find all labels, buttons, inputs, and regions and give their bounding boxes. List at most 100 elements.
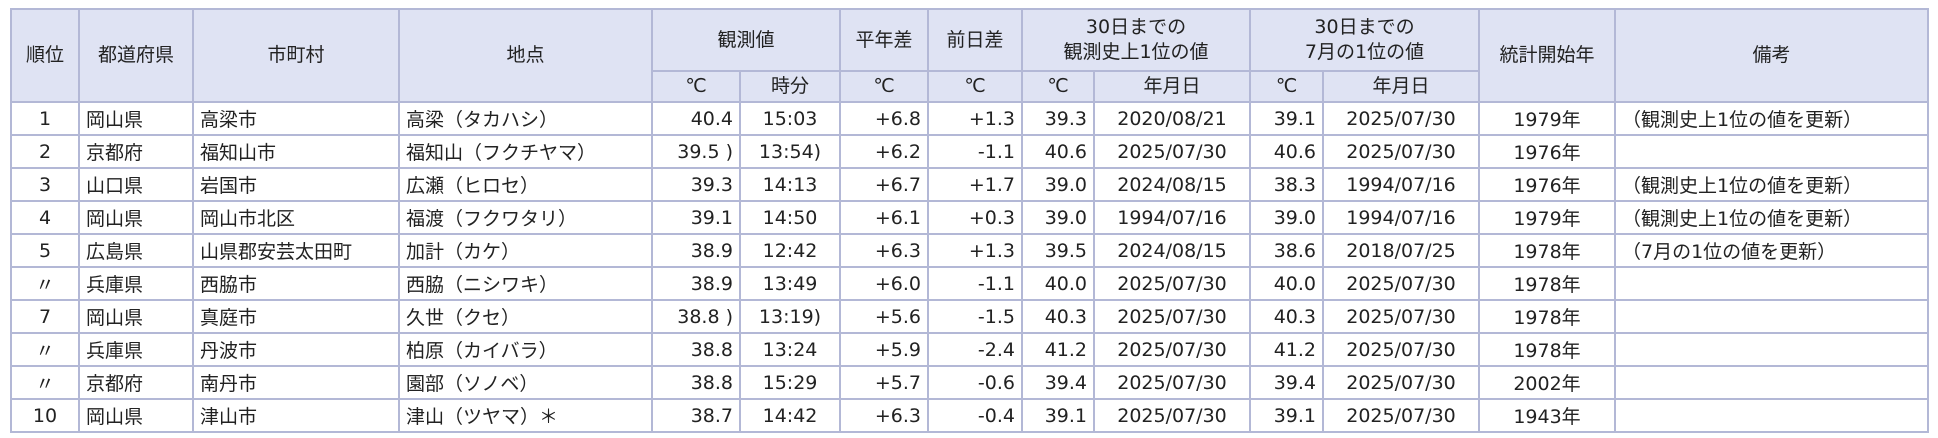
- table-cell: 西脇市: [192, 266, 400, 301]
- table-cell: 38.9: [651, 266, 741, 301]
- table-cell: 39.4: [1249, 365, 1324, 400]
- table-cell: 2025/07/30: [1322, 332, 1480, 367]
- table-cell: 39.3: [651, 167, 741, 202]
- table-cell: 高梁（タカハシ）: [398, 101, 653, 136]
- table-cell: 39.1: [1249, 101, 1324, 136]
- table-cell: 40.6: [1249, 134, 1324, 169]
- table-cell: +5.6: [839, 299, 929, 334]
- table-cell: 津山（ツヤマ）＊: [398, 398, 653, 433]
- table-row: 1 岡山県 高梁市 高梁（タカハシ） 40.4 15:03 +6.8 +1.3 39.3 2020…: [10, 101, 1929, 136]
- table-cell: 園部（ソノベ）: [398, 365, 653, 400]
- table-cell: （7月の1位の値を更新）: [1614, 233, 1929, 268]
- table-cell: 4: [10, 200, 80, 235]
- table-cell: 岩国市: [192, 167, 400, 202]
- subheader-cell: ℃: [927, 70, 1023, 103]
- table-row: 〃兵庫県 西脇市 西脇（ニシワキ） 38.9 13:49 +6.0 -1.1 40.0 2025…: [10, 266, 1929, 301]
- table-cell: 15:29: [739, 365, 841, 400]
- table-cell: 2020/08/21: [1093, 101, 1251, 136]
- table-cell: 1976年: [1478, 134, 1616, 169]
- table-cell: 2025/07/30: [1322, 134, 1480, 169]
- table-cell: 1994/07/16: [1322, 200, 1480, 235]
- table-cell: 14:50: [739, 200, 841, 235]
- table-row: 2 京都府 福知山市 福知山（フクチヤマ） 39.5 ) 13:54) +6.2 -1.1 40…: [10, 134, 1929, 169]
- header-cell: 前日差: [927, 8, 1023, 72]
- table-cell: +0.3: [927, 200, 1023, 235]
- table-cell: -0.4: [927, 398, 1023, 433]
- table-cell: 41.2: [1249, 332, 1324, 367]
- table-cell: 真庭市: [192, 299, 400, 334]
- header-cell: 備考: [1614, 8, 1929, 103]
- table-cell: 13:24: [739, 332, 841, 367]
- table-cell: 41.2: [1021, 332, 1095, 367]
- table-cell: 〃: [10, 365, 80, 400]
- table-cell: [1614, 398, 1929, 433]
- table-cell: +1.3: [927, 101, 1023, 136]
- header-cell: 統計開始年: [1478, 8, 1616, 103]
- table-cell: 1976年: [1478, 167, 1616, 202]
- table-cell: 2025/07/30: [1322, 398, 1480, 433]
- table-cell: 岡山県: [78, 200, 194, 235]
- table-cell: 39.1: [1249, 398, 1324, 433]
- table-cell: -2.4: [927, 332, 1023, 367]
- table-cell: 京都府: [78, 134, 194, 169]
- table-cell: 39.4: [1021, 365, 1095, 400]
- table-cell: 1979年: [1478, 101, 1616, 136]
- header-cell: 観測値: [651, 8, 841, 72]
- table-cell: 京都府: [78, 365, 194, 400]
- table-cell: 2025/07/30: [1093, 332, 1251, 367]
- table-cell: 2025/07/30: [1093, 266, 1251, 301]
- table-row: 〃兵庫県 丹波市 柏原（カイバラ） 38.8 13:24 +5.9 -2.4 41.2 2025…: [10, 332, 1929, 367]
- table-cell: 福知山（フクチヤマ）: [398, 134, 653, 169]
- table-cell: +6.8: [839, 101, 929, 136]
- table-cell: 39.1: [651, 200, 741, 235]
- table-cell: 38.8: [651, 332, 741, 367]
- table-cell: 高梁市: [192, 101, 400, 136]
- table-cell: +6.3: [839, 398, 929, 433]
- table-cell: 1978年: [1478, 233, 1616, 268]
- table-cell: +1.7: [927, 167, 1023, 202]
- table-cell: 40.4: [651, 101, 741, 136]
- table-cell: -0.6: [927, 365, 1023, 400]
- table-cell: 38.8: [651, 365, 741, 400]
- table-cell: +6.1: [839, 200, 929, 235]
- table-cell: 山県郡安芸太田町: [192, 233, 400, 268]
- table-cell: 2025/07/30: [1093, 134, 1251, 169]
- header-cell: 30日までの 7月の1位の値: [1249, 8, 1480, 72]
- table-row: 3 山口県 岩国市 広瀬（ヒロセ） 39.3 14:13 +6.7 +1.7 39.0 2024/…: [10, 167, 1929, 202]
- subheader-cell: 年月日: [1322, 70, 1480, 103]
- table-cell: 1979年: [1478, 200, 1616, 235]
- table-cell: 福渡（フクワタリ）: [398, 200, 653, 235]
- table-cell: 2002年: [1478, 365, 1616, 400]
- table-cell: +6.3: [839, 233, 929, 268]
- table-cell: +6.2: [839, 134, 929, 169]
- table-cell: 岡山県: [78, 299, 194, 334]
- subheader-cell: 時分: [739, 70, 841, 103]
- table-cell: 40.3: [1021, 299, 1095, 334]
- table-cell: 2024/08/15: [1093, 167, 1251, 202]
- table-cell: 1994/07/16: [1322, 167, 1480, 202]
- header-cell: 30日までの 観測史上1位の値: [1021, 8, 1251, 72]
- table-body: 1 岡山県 高梁市 高梁（タカハシ） 40.4 15:03 +6.8 +1.3 39.3 2020…: [10, 101, 1929, 433]
- table-cell: 福知山市: [192, 134, 400, 169]
- table-cell: 2025/07/30: [1322, 365, 1480, 400]
- table-cell: [1614, 134, 1929, 169]
- table-cell: 38.7: [651, 398, 741, 433]
- table-cell: 38.3: [1249, 167, 1324, 202]
- table-cell: 1978年: [1478, 299, 1616, 334]
- subheader-cell: 年月日: [1093, 70, 1251, 103]
- table-cell: 岡山県: [78, 398, 194, 433]
- header-cell: 市町村: [192, 8, 400, 103]
- table-cell: [1614, 266, 1929, 301]
- table-cell: 〃: [10, 332, 80, 367]
- table-cell: 39.5: [1021, 233, 1095, 268]
- table-cell: 2025/07/30: [1093, 365, 1251, 400]
- header-cell: 平年差: [839, 8, 929, 72]
- table-cell: 38.6: [1249, 233, 1324, 268]
- table-cell: 15:03: [739, 101, 841, 136]
- table-cell: 39.0: [1021, 200, 1095, 235]
- table-cell: +6.7: [839, 167, 929, 202]
- table-cell: （観測史上1位の値を更新）: [1614, 200, 1929, 235]
- table-cell: 津山市: [192, 398, 400, 433]
- header-cell: 都道府県: [78, 8, 194, 103]
